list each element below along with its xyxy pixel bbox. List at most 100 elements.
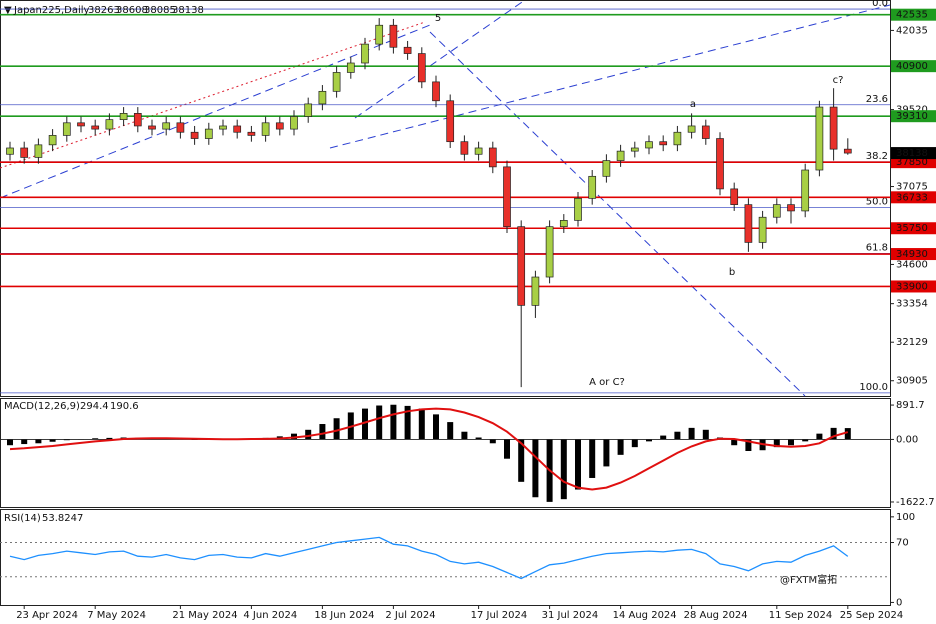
level-tag	[891, 222, 936, 235]
macd-bar	[532, 439, 539, 498]
candle-body	[105, 119, 114, 130]
macd-pane	[0, 398, 891, 508]
macd-bar	[802, 439, 809, 442]
x-tick-label: 14 Aug 2024	[613, 610, 677, 621]
trend-line	[354, 0, 526, 119]
candle-body	[758, 216, 767, 243]
candle-body	[389, 24, 398, 48]
x-tick-label: 23 Apr 2024	[16, 610, 78, 621]
candle-body	[772, 204, 781, 218]
macd-bar	[788, 439, 794, 446]
candle-body	[744, 204, 753, 243]
candle-body	[460, 141, 469, 155]
wave-label: 5	[435, 13, 441, 24]
level-label: 42535	[896, 10, 928, 21]
candle-body	[361, 43, 369, 64]
candle-body	[588, 175, 597, 199]
x-tick-label: 2 Jul 2024	[385, 610, 435, 621]
candle-body	[446, 100, 455, 143]
candle-body	[318, 90, 327, 105]
macd-bar	[646, 439, 652, 442]
y-tick-label: 32129	[896, 337, 928, 348]
level-label: 37850	[896, 157, 928, 168]
candle-body	[787, 204, 795, 212]
macd-bar	[844, 428, 851, 440]
rsi-line	[9, 536, 849, 580]
macd-bar	[589, 439, 596, 478]
candle-body	[488, 147, 497, 168]
macd-bar	[461, 431, 468, 440]
level-tag	[891, 156, 936, 169]
macd-bar	[702, 429, 709, 440]
candle-body	[645, 141, 653, 149]
candle-body	[119, 113, 128, 121]
candle-body	[275, 122, 284, 130]
rsi-value: 53.8247	[42, 513, 83, 524]
candle-body	[701, 125, 710, 139]
macd-bar	[362, 408, 368, 440]
level-tag	[891, 8, 936, 21]
fib-label: 61.8	[866, 242, 888, 253]
candle-body	[247, 131, 256, 136]
candle-body	[332, 72, 341, 92]
candle-body	[48, 135, 57, 146]
macd-bar	[390, 404, 397, 440]
pane-title: MACD(12,26,9)	[4, 401, 80, 412]
fib-label: 38.2	[866, 151, 888, 162]
candle-body	[346, 62, 355, 73]
macd-bar	[35, 439, 42, 444]
level-tag	[891, 248, 936, 261]
macd-bar	[92, 438, 99, 440]
y-tick-label: 30905	[896, 376, 928, 387]
header-open: 38263	[88, 5, 120, 16]
candle-body	[545, 226, 554, 278]
signal-value: 190.6	[110, 401, 139, 412]
macd-bar	[418, 408, 425, 440]
candle-body	[531, 276, 540, 306]
candle-body	[843, 148, 852, 154]
candle-body	[801, 169, 810, 212]
header-close: 38138	[172, 5, 204, 16]
level-tag	[891, 280, 936, 293]
candle-body	[432, 81, 440, 102]
candle-body	[574, 197, 582, 221]
pane-title: RSI(14)	[4, 513, 41, 524]
header-high: 38608	[116, 5, 148, 16]
trend-lines	[0, 0, 891, 397]
trend-line	[329, 4, 891, 149]
candle-body	[730, 188, 739, 205]
macd-bar	[433, 414, 439, 440]
candle-body	[6, 147, 14, 155]
candle-body	[517, 226, 526, 306]
level-label: 33900	[896, 281, 928, 292]
y-tick-label: 891.7	[896, 400, 925, 411]
fib-label: 50.0	[866, 197, 888, 208]
macd-bar	[830, 427, 837, 440]
candle-body	[290, 116, 298, 130]
macd-bar	[674, 431, 681, 440]
watermark: @FXTM富拓	[780, 573, 837, 586]
price-tag	[891, 147, 936, 160]
macd-bar	[660, 435, 667, 440]
level-label: 36733	[896, 192, 928, 203]
macd-bar	[731, 439, 738, 446]
y-tick-label: 0	[896, 597, 902, 608]
level-tag	[891, 60, 936, 73]
wave-label: A or C?	[589, 377, 625, 388]
chart-title: Japan225,Daily	[13, 5, 90, 16]
main-pane	[0, 0, 891, 397]
candle-body	[233, 125, 242, 133]
candle-body	[77, 122, 85, 127]
macd-bar	[575, 439, 581, 490]
x-tick-label: 18 Jun 2024	[314, 610, 374, 621]
x-tick-label: 4 Jun 2024	[243, 610, 297, 621]
wave-label: c?	[833, 75, 844, 86]
macd-bar	[447, 422, 454, 440]
level-label: 35750	[896, 223, 928, 234]
candle-body	[62, 122, 71, 136]
fib-label: 100.0	[859, 382, 888, 393]
candle-body	[503, 166, 511, 228]
level-label: 39310	[896, 111, 928, 122]
macd-value: 294.4	[80, 401, 109, 412]
